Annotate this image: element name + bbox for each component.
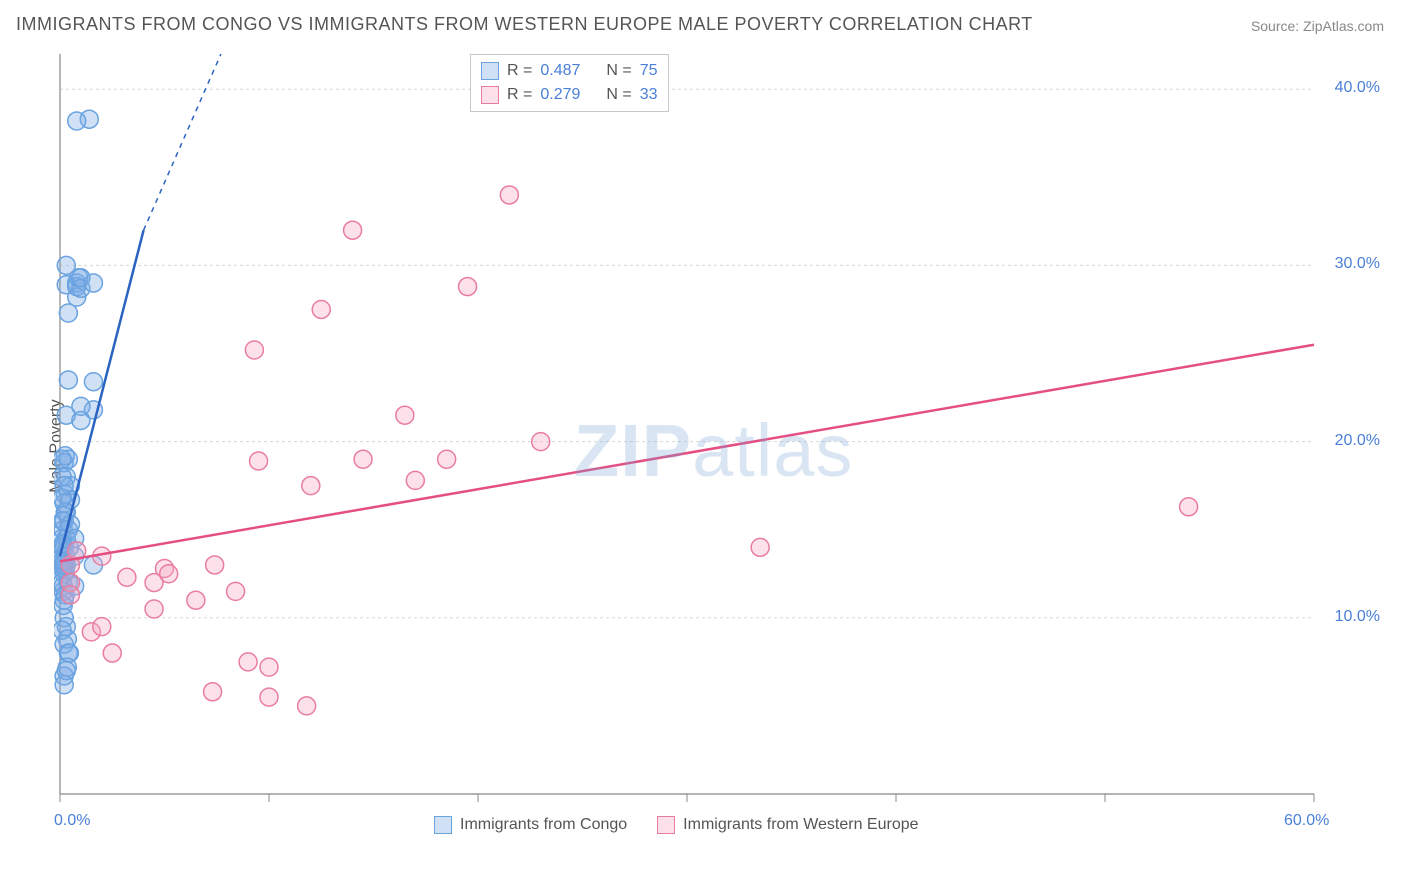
swatch-congo-icon <box>481 62 499 80</box>
legend-label: Immigrants from Congo <box>460 816 627 834</box>
y-tick-label: 40.0% <box>1320 79 1380 97</box>
legend-item-westeur: Immigrants from Western Europe <box>657 816 918 834</box>
legend-R-label: R = <box>507 62 532 80</box>
legend-R-value: 0.279 <box>540 86 580 104</box>
plot-area: ZIPatlas R = 0.487 N = 75 R = 0.279 N = … <box>54 48 1384 838</box>
legend-N-label: N = <box>606 86 631 104</box>
legend-item-congo: Immigrants from Congo <box>434 816 627 834</box>
swatch-westeur-icon <box>657 816 675 834</box>
plot-svg <box>54 48 1384 838</box>
legend-N-value: 33 <box>640 86 658 104</box>
chart-source: Source: ZipAtlas.com <box>1251 18 1384 34</box>
y-tick-label: 20.0% <box>1320 432 1380 450</box>
legend-row-congo: R = 0.487 N = 75 <box>481 59 658 83</box>
swatch-westeur-icon <box>481 86 499 104</box>
swatch-congo-icon <box>434 816 452 834</box>
legend-N-value: 75 <box>640 62 658 80</box>
legend-row-westeur: R = 0.279 N = 33 <box>481 83 658 107</box>
chart-title: IMMIGRANTS FROM CONGO VS IMMIGRANTS FROM… <box>16 14 1033 35</box>
x-tick-label: 0.0% <box>54 812 90 830</box>
correlation-legend: R = 0.487 N = 75 R = 0.279 N = 33 <box>470 54 669 112</box>
legend-R-value: 0.487 <box>540 62 580 80</box>
x-tick-label: 60.0% <box>1284 812 1329 830</box>
legend-label: Immigrants from Western Europe <box>683 816 918 834</box>
legend-R-label: R = <box>507 86 532 104</box>
series-legend: Immigrants from Congo Immigrants from We… <box>434 816 919 834</box>
y-tick-label: 30.0% <box>1320 255 1380 273</box>
legend-N-label: N = <box>606 62 631 80</box>
y-tick-label: 10.0% <box>1320 608 1380 626</box>
